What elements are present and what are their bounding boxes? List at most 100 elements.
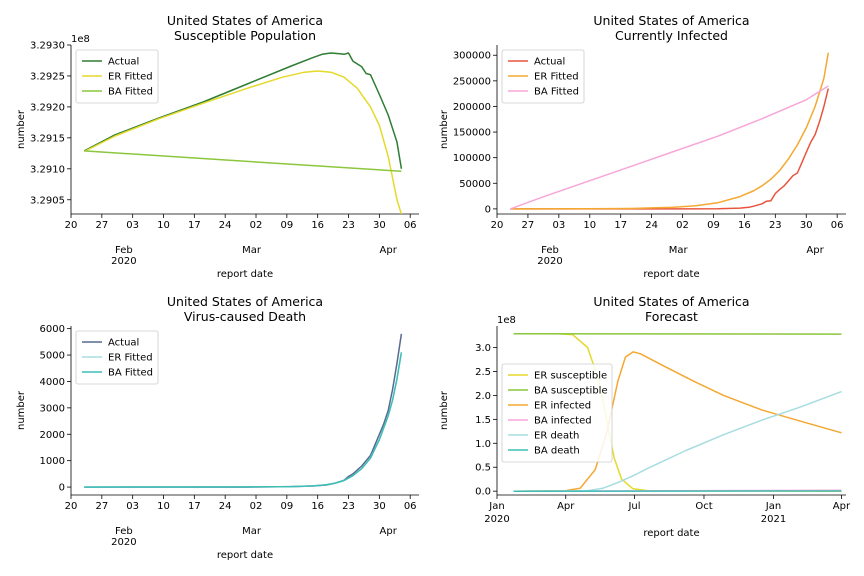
x-tick-label: 30 (373, 220, 386, 231)
x-tick-label: 10 (157, 220, 170, 231)
x-tick-label: 10 (583, 220, 596, 231)
series-ba-fitted (84, 150, 402, 173)
month-label: Mar (242, 245, 262, 256)
month-year-label: 2020 (537, 256, 562, 267)
y-tick-label: 0 (59, 483, 65, 494)
y-tick-label: 0 (485, 204, 491, 215)
x-tick-label: 24 (219, 501, 232, 512)
x-tick-sublabel: 2020 (484, 514, 509, 525)
y-axis-label: number (16, 109, 27, 149)
y-tick-label: 2000 (40, 430, 65, 441)
x-tick-label: 20 (491, 220, 504, 231)
month-label: Feb (115, 245, 133, 256)
y-tick-label: 3.2920 (30, 102, 65, 113)
x-tick-label: 03 (552, 220, 565, 231)
month-label: Apr (380, 245, 398, 256)
y-tick-label: 2.5 (475, 367, 491, 378)
x-tick-label: 20 (65, 501, 78, 512)
month-label: Mar (242, 526, 262, 537)
series-actual (510, 88, 830, 210)
x-tick-sublabel: 2021 (761, 514, 786, 525)
legend: ER susceptible BA susceptible ER infected B… (501, 363, 613, 463)
legend-entry: ER death (534, 431, 579, 442)
x-tick-label: 06 (831, 220, 844, 231)
x-tick-label: 09 (707, 220, 720, 231)
y-tick-label: 1.5 (475, 415, 491, 426)
month-year-label: 2020 (111, 256, 136, 267)
legend: Actual ER Fitted BA Fitted (75, 330, 159, 385)
x-tick-label: 23 (342, 501, 355, 512)
x-tick-label: 30 (373, 501, 386, 512)
month-label: Apr (380, 526, 398, 537)
x-tick-label: 06 (404, 501, 417, 512)
legend-entry: ER susceptible (534, 371, 607, 382)
legend: Actual ER Fitted BA Fitted (75, 49, 159, 104)
y-axis-label: number (439, 390, 450, 430)
legend-entry: BA Fitted (534, 87, 579, 98)
chart-title-line2: Virus-caused Death (184, 309, 306, 324)
series-ba-fitted (84, 352, 403, 488)
y-tick-label: 1.0 (475, 439, 491, 450)
chart-title-line2: Forecast (645, 309, 698, 324)
x-tick-label: 06 (404, 220, 417, 231)
series-er-death (513, 390, 842, 492)
series-group (84, 333, 403, 488)
y-tick-label: 250000 (453, 76, 491, 87)
legend-box (75, 49, 159, 104)
y-tick-label: 4000 (40, 377, 65, 388)
legend-entry: Actual (108, 57, 139, 68)
y-tick-label: 50000 (459, 179, 491, 190)
x-tick-label: 02 (250, 501, 263, 512)
y-tick-label: 2.0 (475, 391, 491, 402)
y-tick-label: 3.2910 (30, 164, 65, 175)
y-tick-label: 200000 (453, 102, 491, 113)
series-group (510, 52, 830, 210)
legend: Actual ER Fitted BA Fitted (501, 49, 585, 104)
legend-entry: BA death (534, 446, 580, 457)
y-tick-label: 0.0 (475, 487, 491, 498)
y-tick-label: 3.2905 (30, 195, 65, 206)
y-tick-label: 0.5 (475, 463, 491, 474)
x-tick-label: 23 (342, 220, 355, 231)
x-tick-label: 10 (157, 501, 170, 512)
month-label: Mar (669, 245, 689, 256)
month-label: Feb (115, 526, 133, 537)
legend-entry: ER Fitted (108, 353, 153, 364)
x-tick-label: 24 (645, 220, 658, 231)
series-group (83, 52, 403, 214)
x-tick-label: 16 (311, 220, 324, 231)
legend-entry: ER Fitted (108, 72, 153, 83)
x-tick-label: 03 (126, 501, 139, 512)
legend-entry: Actual (108, 338, 139, 349)
month-year-label: 2020 (111, 537, 136, 548)
y-tick-label: 3.2930 (30, 41, 65, 52)
series-er-infected (513, 351, 842, 492)
y-tick-label: 300000 (453, 51, 491, 62)
chart-title-line1: United States of America (593, 294, 749, 309)
y-tick-label: 3.2925 (30, 71, 65, 82)
x-tick-label: 02 (250, 220, 263, 231)
y-tick-label: 150000 (453, 128, 491, 139)
x-tick-label: 30 (800, 220, 813, 231)
y-tick-label: 6000 (40, 324, 65, 335)
chart-title-line1: United States of America (167, 13, 323, 28)
month-label: Apr (806, 245, 824, 256)
legend-box (75, 330, 159, 385)
series-er-fitted (510, 52, 830, 210)
x-tick-label: 23 (769, 220, 782, 231)
x-axis-label: report date (643, 269, 699, 280)
x-tick-label: 17 (614, 220, 627, 231)
legend-entry: BA susceptible (534, 386, 608, 397)
x-tick-label: 09 (280, 220, 293, 231)
x-tick-label: 27 (95, 220, 108, 231)
legend-entry: ER Fitted (534, 72, 579, 83)
chart-title-line2: Susceptible Population (174, 28, 316, 43)
series-ba-fitted (510, 85, 829, 210)
x-tick-label: 16 (738, 220, 751, 231)
y-tick-label: 3.2915 (30, 133, 65, 144)
y-tick-label: 3000 (40, 403, 65, 414)
